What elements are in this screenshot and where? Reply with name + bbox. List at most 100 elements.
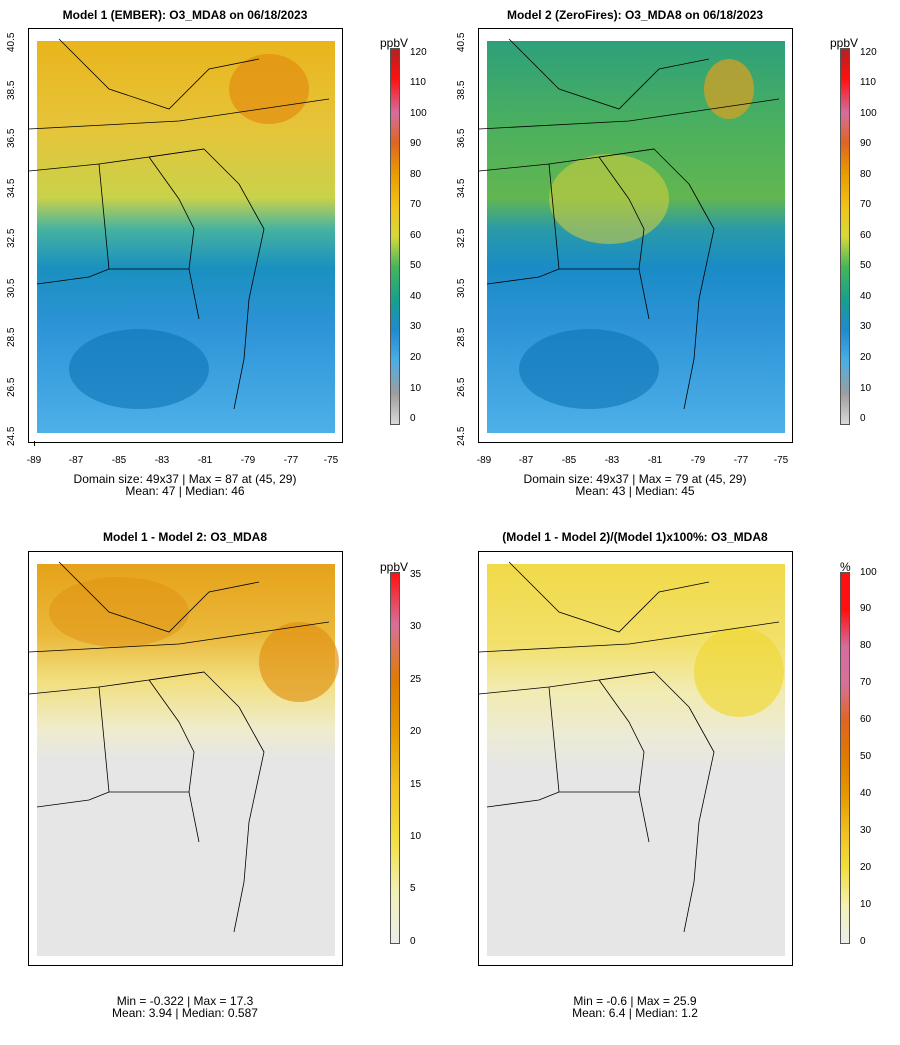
- panel4-field: [487, 564, 785, 956]
- panel1-xtick-label: -77: [284, 455, 298, 466]
- panel2-ytick-label: 38.5: [456, 81, 467, 100]
- panel2-ytick-label: 30.5: [456, 279, 467, 298]
- panel1-title: Model 1 (EMBER): O3_MDA8 on 06/18/2023: [63, 8, 308, 22]
- panel2-ytick-label: 40.5: [456, 33, 467, 52]
- panel4-colorbar-tick: 60: [860, 715, 871, 725]
- panel4-colorbar-tick: 80: [860, 641, 871, 651]
- panel1-ytick-label: 30.5: [6, 279, 17, 298]
- panel1-colorbar-tick: 100: [410, 109, 427, 119]
- panel1-xtick-label: -85: [112, 455, 126, 466]
- panel2-colorbar-tick: 10: [860, 384, 871, 394]
- panel4-colorbar-tick: 0: [860, 937, 866, 947]
- panel1-colorbar-tick: 40: [410, 292, 421, 302]
- panel2-ytick-label: 26.5: [456, 378, 467, 397]
- panel1-xtick-label: -79: [241, 455, 255, 466]
- panel4-colorbar-tick: 50: [860, 752, 871, 762]
- panel3-stats-line2: Mean: 3.94 | Median: 0.587: [112, 1007, 258, 1019]
- panel2-xtick-label: -77: [734, 455, 748, 466]
- panel2-ytick-label: 24.5: [456, 427, 467, 446]
- panel1-colorbar-tick: 60: [410, 231, 421, 241]
- panel2-title: Model 2 (ZeroFires): O3_MDA8 on 06/18/20…: [507, 8, 763, 22]
- panel1-ytick-label: 24.5: [6, 427, 17, 446]
- panel3-colorbar: [390, 572, 400, 944]
- panel1-ytick-label: 36.5: [6, 129, 17, 148]
- panel3-hotspot-west: [49, 577, 189, 647]
- panel2-colorbar-tick: 40: [860, 292, 871, 302]
- panel2-hotspot: [704, 59, 754, 119]
- panel4-map-svg: [479, 552, 792, 965]
- panel4-colorbar-tick: 30: [860, 826, 871, 836]
- panel2-colorbar-tick: 80: [860, 170, 871, 180]
- panel1-xtick-label: -75: [324, 455, 338, 466]
- panel3-colorbar-tick: 5: [410, 884, 416, 894]
- panel4-colorbar: [840, 572, 850, 944]
- panel1-colorbar-tick: 10: [410, 384, 421, 394]
- panel2-xtick-label: -87: [519, 455, 533, 466]
- panel3-colorbar-tick: 15: [410, 780, 421, 790]
- panel2-low-region: [519, 329, 659, 409]
- panel4-colorbar-tick: 10: [860, 900, 871, 910]
- panel4-hotspot: [694, 627, 784, 717]
- panel2-colorbar-tick: 60: [860, 231, 871, 241]
- panel2-ytick-label: 36.5: [456, 129, 467, 148]
- panel2-xtick-label: -79: [691, 455, 705, 466]
- panel1-ytick-label: 26.5: [6, 378, 17, 397]
- panel1-colorbar-tick: 70: [410, 200, 421, 210]
- panel1-ytick-label: 38.5: [6, 81, 17, 100]
- panel4-colorbar-tick: 20: [860, 863, 871, 873]
- panel2-colorbar-tick: 70: [860, 200, 871, 210]
- panel1-xtick-label: -81: [198, 455, 212, 466]
- panel3-map[interactable]: [28, 551, 343, 966]
- panel2-colorbar-tick: 30: [860, 322, 871, 332]
- panel2-ytick-label: 28.5: [456, 328, 467, 347]
- panel2-map-svg: [479, 29, 792, 442]
- panel4-map[interactable]: [478, 551, 793, 966]
- panel2-xtick-label: -83: [605, 455, 619, 466]
- panel4-stats-line2: Mean: 6.4 | Median: 1.2: [572, 1007, 698, 1019]
- panel2-xtick-label: -81: [648, 455, 662, 466]
- panel2-colorbar-tick: 20: [860, 353, 871, 363]
- panel4-colorbar-tick: 40: [860, 789, 871, 799]
- panel2-colorbar-tick: 0: [860, 414, 866, 424]
- panel4-title: (Model 1 - Model 2)/(Model 1)x100%: O3_M…: [502, 530, 767, 544]
- panel1-colorbar-tick: 0: [410, 414, 416, 424]
- panel2-colorbar: [840, 48, 850, 425]
- panel2-colorbar-tick: 90: [860, 139, 871, 149]
- panel1-xtick-label: -87: [69, 455, 83, 466]
- panel2-ytick-label: 32.5: [456, 229, 467, 248]
- panel2-stats-line2: Mean: 43 | Median: 45: [575, 485, 694, 497]
- panel1-map-svg: [29, 29, 342, 442]
- panel1-colorbar-tick: 30: [410, 322, 421, 332]
- panel1-colorbar-tick: 80: [410, 170, 421, 180]
- panel1-xtick-label: -83: [155, 455, 169, 466]
- panel1-stats-line2: Mean: 47 | Median: 46: [125, 485, 244, 497]
- panel1-colorbar-tick: 90: [410, 139, 421, 149]
- panel2-xtick-label: -75: [774, 455, 788, 466]
- panel3-colorbar-tick: 35: [410, 570, 421, 580]
- panel3-colorbar-tick: 20: [410, 727, 421, 737]
- panel3-colorbar-tick: 25: [410, 675, 421, 685]
- panel2-xtick-label: -89: [477, 455, 491, 466]
- panel2-map[interactable]: [478, 28, 793, 443]
- panel2-mid-region: [549, 154, 669, 244]
- panel3-hotspot: [259, 622, 339, 702]
- panel2-xtick-label: -85: [562, 455, 576, 466]
- panel1-xtick-label: -89: [27, 455, 41, 466]
- panel4-colorbar-tick: 100: [860, 568, 877, 578]
- panel1-colorbar-tick: 50: [410, 261, 421, 271]
- panel1-colorbar-tick: 20: [410, 353, 421, 363]
- panel1-colorbar-tick: 120: [410, 48, 427, 58]
- panel3-colorbar-tick: 10: [410, 832, 421, 842]
- panel2-colorbar-tick: 120: [860, 48, 877, 58]
- panel3-colorbar-tick: 30: [410, 622, 421, 632]
- panel4-colorbar-tick: 90: [860, 604, 871, 614]
- panel4-colorbar-tick: 70: [860, 678, 871, 688]
- panel1-ytick-label: 40.5: [6, 33, 17, 52]
- panel1-map[interactable]: [28, 28, 343, 443]
- panel2-colorbar-tick: 50: [860, 261, 871, 271]
- panel3-title: Model 1 - Model 2: O3_MDA8: [103, 530, 267, 544]
- panel2-colorbar-tick: 110: [860, 78, 876, 88]
- panel3-map-svg: [29, 552, 342, 965]
- panel1-hotspot: [229, 54, 309, 124]
- panel1-ytick-label: 34.5: [6, 179, 17, 198]
